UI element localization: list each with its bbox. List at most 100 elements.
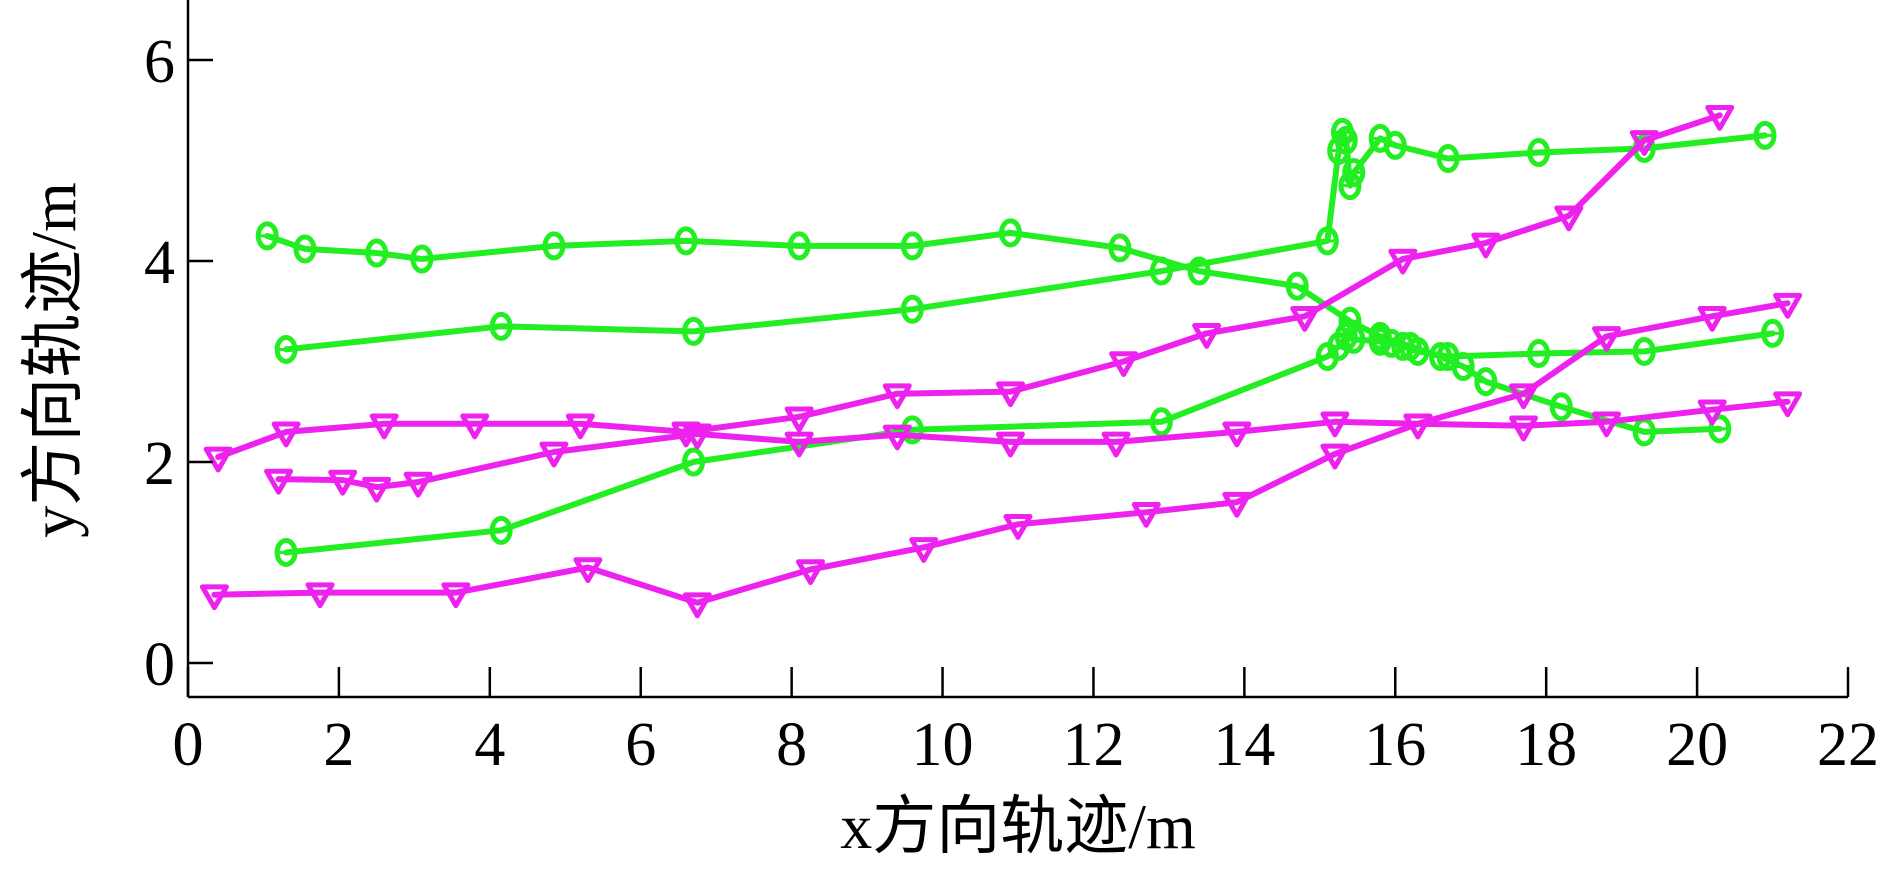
data-point-triangle <box>1320 443 1350 470</box>
data-point-circle <box>1315 226 1339 256</box>
data-point-circle <box>1149 256 1173 286</box>
data-point-triangle <box>1697 305 1727 332</box>
data-point-triangle <box>271 421 301 448</box>
data-point-circle <box>1187 256 1211 286</box>
data-point-circle <box>1149 407 1173 437</box>
x-tick-label: 16 <box>1364 711 1426 779</box>
data-point-triangle <box>1320 411 1350 438</box>
data-point-circle <box>1342 158 1366 188</box>
series-line <box>215 112 1723 460</box>
data-point-triangle <box>199 584 229 611</box>
data-point-circle <box>787 231 811 261</box>
data-point-triangle <box>995 381 1025 408</box>
data-point-circle <box>1383 130 1407 160</box>
data-point-circle <box>1632 336 1656 366</box>
data-point-triangle <box>369 413 399 440</box>
data-point-triangle <box>203 446 233 473</box>
series-line <box>275 398 1791 491</box>
data-point-triangle <box>565 413 595 440</box>
data-point-triangle <box>882 424 912 451</box>
x-tick-label: 6 <box>625 711 656 779</box>
data-point-circle <box>1753 120 1777 150</box>
y-tick-label: 0 <box>144 631 175 699</box>
data-point-triangle <box>328 469 358 496</box>
x-tick-label: 4 <box>474 711 505 779</box>
data-point-triangle <box>682 423 712 450</box>
data-point-circle <box>255 221 279 251</box>
data-point-triangle <box>1554 205 1584 232</box>
data-point-circle <box>489 311 513 341</box>
data-point-circle <box>1108 233 1132 263</box>
data-point-triangle <box>882 383 912 410</box>
y-tick-label: 4 <box>144 229 175 297</box>
data-point-circle <box>682 316 706 346</box>
data-point-triangle <box>1629 130 1659 156</box>
data-point-circle <box>1285 271 1309 301</box>
series-4 <box>203 104 1735 473</box>
data-point-triangle <box>573 557 603 584</box>
data-point-triangle <box>1773 391 1803 418</box>
data-point-circle <box>900 415 924 445</box>
data-point-triangle <box>1773 292 1803 319</box>
x-tick-label: 2 <box>323 711 354 779</box>
data-point-triangle <box>362 476 392 503</box>
y-tick-label: 2 <box>144 430 175 498</box>
data-point-triangle <box>784 406 814 433</box>
data-point-circle <box>1368 326 1392 356</box>
data-point-triangle <box>305 582 335 609</box>
data-point-triangle <box>1471 232 1501 259</box>
x-tick-label: 18 <box>1515 711 1577 779</box>
data-point-triangle <box>1509 383 1539 410</box>
data-point-triangle <box>1592 411 1622 438</box>
data-point-triangle <box>1697 399 1727 426</box>
x-tick-label: 14 <box>1213 711 1275 779</box>
data-point-circle <box>1380 328 1403 358</box>
data-point-triangle <box>403 471 433 498</box>
y-axis-label: y方向轨迹/m <box>18 182 89 538</box>
series-line <box>211 300 1791 606</box>
data-point-triangle <box>1509 415 1539 442</box>
data-point-triangle <box>1403 413 1433 440</box>
data-point-triangle <box>682 592 712 619</box>
data-point-circle <box>1334 125 1358 155</box>
data-point-triangle <box>1109 351 1139 377</box>
data-point-triangle <box>1592 326 1622 352</box>
data-point-circle <box>998 218 1022 248</box>
data-point-circle <box>900 294 924 324</box>
data-point-circle <box>1474 367 1498 397</box>
data-point-triangle <box>1101 431 1131 458</box>
x-tick-label: 8 <box>776 711 807 779</box>
data-point-triangle <box>1192 323 1222 349</box>
series-2 <box>274 117 1777 364</box>
y-tick-label: 6 <box>144 28 175 96</box>
data-point-triangle <box>1131 501 1161 528</box>
series-6 <box>199 292 1803 619</box>
series-layer <box>199 104 1803 619</box>
data-point-circle <box>293 234 317 264</box>
data-point-circle <box>1708 414 1732 444</box>
data-point-circle <box>900 231 924 261</box>
data-point-triangle <box>909 537 939 563</box>
data-point-circle <box>1527 338 1551 368</box>
data-point-triangle <box>539 441 569 468</box>
data-point-triangle <box>796 559 825 586</box>
data-point-triangle <box>264 468 294 495</box>
data-point-triangle <box>1705 104 1735 131</box>
data-point-circle <box>682 447 706 477</box>
x-tick-label: 10 <box>912 711 974 779</box>
data-point-circle <box>365 238 389 268</box>
x-axis-label: x方向轨迹/m <box>840 791 1196 862</box>
data-point-circle <box>1436 341 1460 371</box>
data-point-circle <box>1761 318 1785 348</box>
data-point-triangle <box>784 431 814 458</box>
data-point-circle <box>410 244 434 274</box>
data-point-circle <box>1436 143 1460 173</box>
series-1 <box>255 218 1732 447</box>
x-tick-label: 22 <box>1817 711 1879 779</box>
data-point-circle <box>542 231 566 261</box>
x-tick-label: 0 <box>173 711 204 779</box>
data-point-circle <box>489 515 513 545</box>
data-point-triangle <box>460 413 490 440</box>
data-point-triangle <box>1290 305 1320 332</box>
x-tick-label: 12 <box>1062 711 1124 779</box>
